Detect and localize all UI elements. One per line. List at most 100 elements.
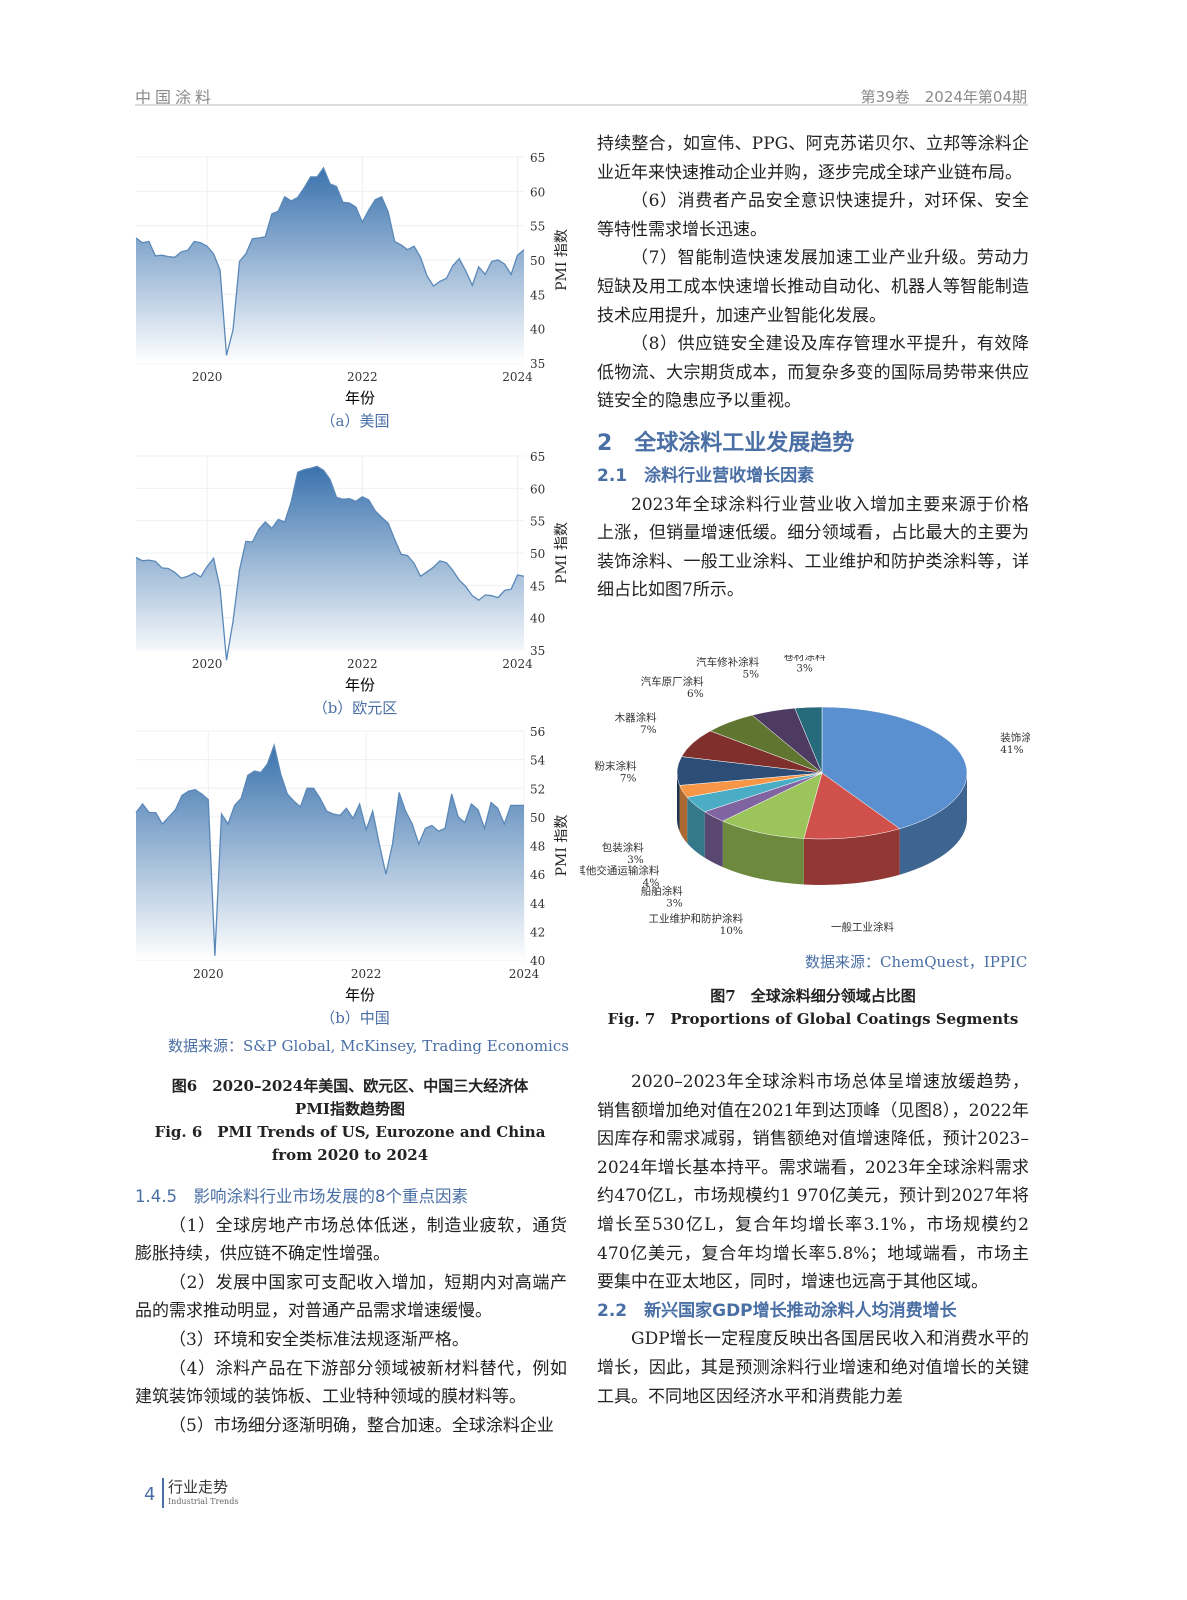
paragraph: GDP增长一定程度反映出各国居民收入和消费水平的增长，因此，其是预测涂料行业增速… xyxy=(597,1329,1029,1407)
paragraph: 持续整合，如宣伟、PPG、阿克苏诺贝尔、立邦等涂料企业近年来快速推动企业并购，逐… xyxy=(597,134,1029,183)
y-tick-label: 35 xyxy=(530,357,545,371)
y-tick-label: 55 xyxy=(530,515,545,529)
x-tick-label: 2024 xyxy=(502,370,533,384)
y-tick-label: 60 xyxy=(530,482,545,496)
figure6-caption: 图6 2020–2024年美国、欧元区、中国三大经济体 PMI指数趋势图 Fig… xyxy=(154,1077,546,1164)
pie-value-label: 3% xyxy=(666,897,683,909)
x-axis-label: 年份 xyxy=(345,389,375,407)
pie-value-label: 11% xyxy=(851,933,874,935)
pie-value-label: 41% xyxy=(1000,744,1023,756)
pie-slice xyxy=(794,706,823,774)
pie-value-label: 4% xyxy=(643,877,660,889)
y-tick-label: 50 xyxy=(530,254,545,268)
pie-value-label: 7% xyxy=(620,772,637,784)
pmi-line xyxy=(135,166,525,356)
y-tick-label: 65 xyxy=(530,450,545,464)
pie-value-label: 3% xyxy=(627,854,644,866)
pie-label: 其他交通运输涂料 xyxy=(580,864,660,877)
y-tick-label: 48 xyxy=(530,840,545,854)
pie-label: 一般工业涂料 xyxy=(831,920,894,933)
y-axis-label: PMI 指数 xyxy=(554,522,570,584)
issue-info: 第39卷 2024年第04期 xyxy=(860,88,1027,106)
paragraph: （1）全球房地产市场总体低迷，制造业疲软，通货膨胀持续，供应链不确定性增强。 xyxy=(135,1215,567,1265)
y-tick-label: 55 xyxy=(530,220,545,234)
section-name-en: Industrial Trends xyxy=(168,1497,239,1506)
pie-label: 木器涂料 xyxy=(615,711,657,724)
y-tick-label: 52 xyxy=(530,782,545,796)
section-heading-2: 2 全球涂料工业发展趋势 xyxy=(597,430,855,456)
pie-slice-side xyxy=(687,797,705,858)
pie-label: 装饰涂料 xyxy=(1000,731,1030,744)
y-tick-label: 60 xyxy=(530,185,545,199)
pmi-area xyxy=(136,168,524,363)
journal-name: 中国涂料 xyxy=(135,88,216,107)
section-heading-2-2: 2.2 新兴国家GDP增长推动涂料人均消费增长 xyxy=(597,1300,957,1321)
pie-value-label: 7% xyxy=(640,724,657,736)
y-tick-label: 50 xyxy=(530,811,545,825)
paragraph: 2023年全球涂料行业营业收入增加主要来源于价格上涨，但销量增速低缓。细分领域看… xyxy=(597,494,1029,601)
y-tick-label: 45 xyxy=(530,288,545,302)
x-tick-label: 2022 xyxy=(351,967,382,981)
pie-slice xyxy=(722,772,823,839)
chart-subtitle: （b）中国 xyxy=(320,1009,390,1027)
y-tick-label: 56 xyxy=(530,725,545,739)
y-tick-label: 42 xyxy=(530,925,545,939)
section-heading-2-1: 2.1 涂料行业营收增长因素 xyxy=(597,465,815,486)
right-column-text-top: 持续整合，如宣伟、PPG、阿克苏诺贝尔、立邦等涂料企业近年来快速推动企业并购，逐… xyxy=(597,130,1029,605)
coatings-segments-pie-chart: 装饰涂料41%一般工业涂料11%工业维护和防护涂料10%船舶涂料3%其他交通运输… xyxy=(580,655,1030,935)
pie-slice-side xyxy=(899,773,967,875)
pmi-line xyxy=(135,742,524,956)
y-tick-label: 45 xyxy=(530,579,545,593)
y-axis-label: PMI 指数 xyxy=(554,815,570,877)
paragraph: （6）消费者产品安全意识快速提升，对环保、安全等特性需求增长迅速。 xyxy=(597,191,1029,240)
pie-slice-side xyxy=(803,828,900,885)
pie-label: 船舶涂料 xyxy=(641,884,683,897)
pie-slice-side xyxy=(704,811,723,868)
pie-slice-side xyxy=(679,785,688,844)
section-name: 行业走势 xyxy=(168,1478,229,1496)
page-number: 4 xyxy=(144,1484,156,1505)
y-tick-label: 35 xyxy=(530,644,545,658)
pie-slice-side xyxy=(677,773,680,832)
chart-subtitle: （a）美国 xyxy=(321,412,390,430)
x-axis-label: 年份 xyxy=(345,676,375,694)
y-tick-label: 54 xyxy=(530,754,546,768)
pie-value-label: 6% xyxy=(687,688,704,700)
pie-value-label: 5% xyxy=(742,669,759,681)
pie-label: 卷材涂料 xyxy=(784,655,826,662)
x-axis-label: 年份 xyxy=(345,986,375,1004)
paragraph: （8）供应链安全建设及库存管理水平提升，有效降低物流、大宗期货成本，而复杂多变的… xyxy=(597,334,1029,412)
x-tick-label: 2024 xyxy=(509,967,540,981)
paragraph: （2）发展中国家可支配收入增加，短期内对高端产品的需求推动明显，对普通产品需求增… xyxy=(135,1272,567,1322)
header-divider xyxy=(135,104,1028,106)
y-tick-label: 44 xyxy=(530,897,546,911)
figure7-source: 数据来源：ChemQuest，IPPIC xyxy=(805,953,1028,971)
x-tick-label: 2020 xyxy=(193,967,224,981)
pie-label: 包装涂料 xyxy=(602,841,644,854)
pie-label: 粉末涂料 xyxy=(594,759,636,772)
y-tick-label: 40 xyxy=(530,323,545,337)
y-axis-label: PMI 指数 xyxy=(554,229,570,291)
paragraph: （5）市场细分逐渐明确，整合加速。全球涂料企业 xyxy=(169,1415,554,1436)
pmi-line xyxy=(135,465,525,661)
paragraph: （7）智能制造快速发展加速工业产业升级。劳动力短缺及用工成本快速增长推动自动化、… xyxy=(597,248,1029,326)
chart-subtitle: （b）欧元区 xyxy=(313,699,398,717)
pie-label: 工业维护和防护涂料 xyxy=(648,912,743,925)
x-tick-label: 2020 xyxy=(192,370,223,384)
pie-value-label: 10% xyxy=(720,925,743,935)
section-heading-1-4-5: 1.4.5 影响涂料行业市场发展的8个重点因素 xyxy=(135,1187,468,1206)
pie-slice xyxy=(821,706,968,829)
y-tick-label: 40 xyxy=(530,954,545,968)
pie-slice xyxy=(803,772,901,840)
paragraph: 2020–2023年全球涂料市场总体呈增速放缓趋势，销售额增加绝对值在2021年… xyxy=(597,1072,1029,1293)
figure6-source: 数据来源：S&P Global, McKinsey, Trading Econo… xyxy=(168,1037,569,1055)
y-tick-label: 40 xyxy=(530,612,545,626)
x-tick-label: 2024 xyxy=(502,657,533,671)
figure7-caption: 图7 全球涂料细分领域占比图 Fig. 7 Proportions of Glo… xyxy=(607,987,1019,1028)
y-tick-label: 65 xyxy=(530,151,545,165)
y-tick-label: 50 xyxy=(530,547,545,561)
left-column-text: 1.4.5 影响涂料行业市场发展的8个重点因素 （1）全球房地产市场总体低迷，制… xyxy=(135,1183,567,1440)
